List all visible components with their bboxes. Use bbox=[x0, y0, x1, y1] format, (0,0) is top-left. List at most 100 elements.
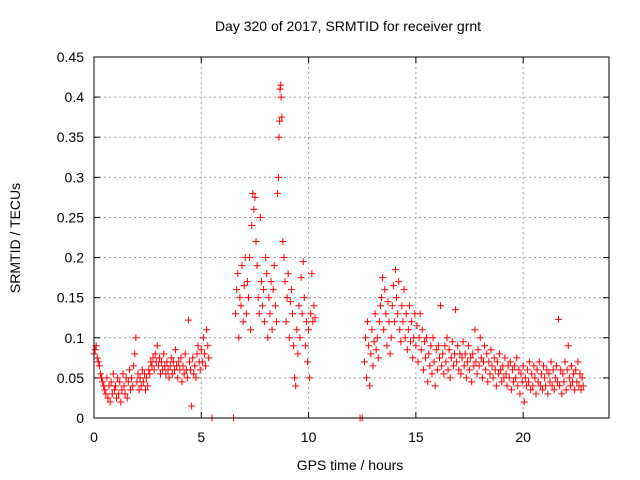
data-point bbox=[238, 262, 246, 270]
data-point bbox=[528, 370, 536, 378]
chart-title: Day 320 of 2017, SRMTID for receiver grn… bbox=[215, 18, 481, 34]
data-point bbox=[269, 286, 277, 294]
data-point bbox=[457, 370, 465, 378]
data-point bbox=[202, 362, 210, 370]
data-point bbox=[164, 366, 172, 374]
data-point bbox=[374, 354, 382, 362]
data-point bbox=[107, 378, 115, 386]
data-point bbox=[529, 382, 537, 390]
grid-lines bbox=[94, 57, 609, 418]
data-point bbox=[133, 378, 141, 386]
data-point bbox=[576, 370, 584, 378]
data-point bbox=[153, 342, 161, 350]
data-point bbox=[437, 302, 445, 310]
data-point bbox=[572, 366, 580, 374]
data-point bbox=[278, 113, 286, 121]
data-point bbox=[454, 342, 462, 350]
data-point bbox=[154, 362, 162, 370]
data-point bbox=[143, 374, 151, 382]
data-point bbox=[535, 358, 543, 366]
data-point bbox=[99, 378, 107, 386]
data-point bbox=[277, 81, 285, 89]
data-point bbox=[502, 370, 510, 378]
data-point bbox=[446, 374, 454, 382]
data-point bbox=[397, 338, 405, 346]
data-point bbox=[570, 370, 578, 378]
data-point bbox=[372, 346, 380, 354]
data-point bbox=[506, 358, 514, 366]
data-point bbox=[360, 358, 368, 366]
data-point bbox=[435, 354, 443, 362]
data-point bbox=[425, 350, 433, 358]
data-point bbox=[527, 386, 535, 394]
data-point bbox=[119, 370, 127, 378]
data-point bbox=[375, 318, 383, 326]
data-point bbox=[388, 302, 396, 310]
data-point bbox=[476, 334, 484, 342]
data-point bbox=[110, 386, 118, 394]
data-points bbox=[90, 81, 587, 422]
data-point bbox=[181, 350, 189, 358]
data-point bbox=[131, 350, 139, 358]
data-point bbox=[113, 394, 121, 402]
data-point bbox=[151, 350, 159, 358]
data-point bbox=[142, 386, 149, 394]
data-point bbox=[292, 382, 300, 390]
data-point bbox=[405, 302, 413, 310]
data-point bbox=[471, 326, 479, 334]
data-point bbox=[402, 310, 410, 318]
data-point bbox=[146, 370, 154, 378]
data-point bbox=[403, 346, 411, 354]
data-point bbox=[280, 254, 288, 262]
data-point bbox=[296, 334, 304, 342]
data-point bbox=[135, 386, 143, 394]
data-point bbox=[427, 342, 435, 350]
data-point bbox=[449, 362, 457, 370]
data-point bbox=[245, 294, 252, 302]
data-point bbox=[472, 358, 480, 366]
data-point bbox=[460, 362, 468, 370]
data-point bbox=[452, 306, 460, 314]
data-point bbox=[556, 382, 564, 390]
data-point bbox=[396, 326, 404, 334]
data-point bbox=[257, 278, 265, 286]
data-point bbox=[419, 366, 427, 374]
data-point bbox=[519, 362, 527, 370]
data-point bbox=[440, 370, 448, 378]
data-point bbox=[439, 350, 447, 358]
data-point bbox=[511, 362, 519, 370]
data-point bbox=[105, 382, 113, 390]
data-point bbox=[284, 270, 292, 278]
data-point bbox=[369, 362, 377, 370]
data-point bbox=[523, 366, 531, 374]
data-point bbox=[381, 286, 389, 294]
data-point bbox=[501, 354, 509, 362]
data-point bbox=[267, 278, 275, 286]
data-point bbox=[522, 382, 530, 390]
data-point bbox=[155, 354, 163, 362]
data-point bbox=[549, 366, 557, 374]
data-point bbox=[477, 354, 485, 362]
data-point bbox=[490, 354, 498, 362]
data-point bbox=[482, 366, 490, 374]
data-point bbox=[310, 302, 318, 310]
data-point bbox=[384, 298, 392, 306]
data-point bbox=[120, 382, 128, 390]
data-point bbox=[545, 370, 553, 378]
data-point bbox=[565, 374, 573, 382]
data-point bbox=[373, 334, 381, 342]
data-point bbox=[179, 362, 187, 370]
data-point bbox=[270, 262, 278, 270]
data-point bbox=[167, 354, 175, 362]
data-point bbox=[548, 382, 556, 390]
data-point bbox=[301, 342, 309, 350]
data-point bbox=[564, 342, 572, 350]
data-point bbox=[176, 366, 184, 374]
data-point bbox=[174, 374, 182, 382]
data-point bbox=[283, 294, 291, 302]
data-point bbox=[445, 346, 453, 354]
data-point bbox=[121, 390, 129, 398]
data-point bbox=[441, 342, 449, 350]
data-point bbox=[538, 386, 546, 394]
